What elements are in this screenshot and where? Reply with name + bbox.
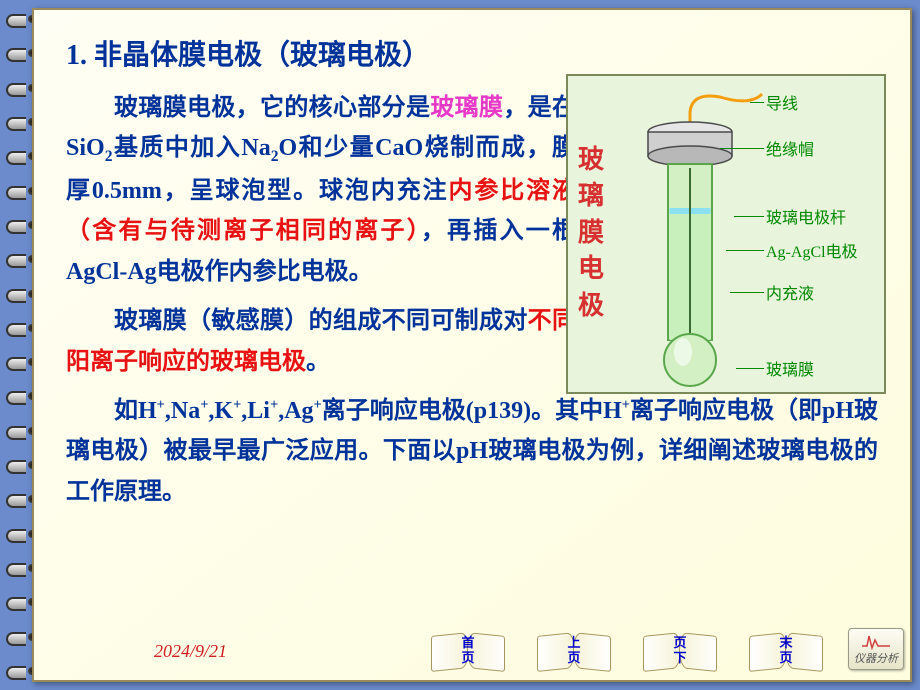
instrument-label: 仪器分析 — [854, 650, 898, 666]
paragraph-3: 如H+,Na+,K+,Li+,Ag+离子响应电极(p139)。其中H+离子响应电… — [66, 391, 878, 513]
footer-date: 2024/9/21 — [154, 641, 227, 662]
nav-last-label: 末 页 — [772, 636, 800, 666]
label-cap: 绝缘帽 — [766, 136, 814, 160]
instrument-icon — [861, 632, 891, 650]
instrument-analysis-button[interactable]: 仪器分析 — [848, 628, 904, 670]
paragraph-1: 玻璃膜电极，它的核心部分是玻璃膜，是在SiO2基质中加入Na2O和少量CaO烧制… — [66, 88, 576, 383]
p3-sup1: + — [157, 397, 165, 413]
paragraph-2: 玻璃膜（敏感膜）的组成不同可制成对不同阳离子响应的玻璃电极。 — [66, 301, 576, 383]
p3-s2: ,Na — [165, 398, 200, 424]
nav-bar: 首 页 上 页 页 下 末 页 仪器分析 — [424, 628, 904, 674]
p3-sup6: + — [622, 397, 630, 413]
figure-title: 玻 璃 膜 电 极 — [578, 142, 604, 324]
nav-last-button[interactable]: 末 页 — [742, 628, 830, 674]
p1-s1: 玻璃膜电极，它的核心部分是 — [114, 95, 430, 121]
nav-prev-button[interactable]: 上 页 — [530, 628, 618, 674]
slide-page: 1. 非晶体膜电极（玻璃电极） 玻璃膜电极，它的核心部分是玻璃膜，是在SiO2基… — [32, 8, 912, 682]
p3-s4: ,Li — [241, 398, 270, 424]
label-wire: 导线 — [766, 90, 798, 114]
nav-first-label: 首 页 — [454, 636, 482, 666]
p3-s6: 离子响应电极(p139)。其中H — [322, 398, 622, 424]
p1-s4: 基质中加入Na — [112, 135, 270, 161]
electrode-figure: 玻 璃 膜 电 极 导线 绝缘 — [566, 74, 886, 394]
spiral-binding — [6, 12, 30, 678]
p3-s1: 如H — [114, 398, 157, 424]
p3-s3: ,K — [208, 398, 233, 424]
p3-sup5: + — [314, 397, 322, 413]
nav-first-button[interactable]: 首 页 — [424, 628, 512, 674]
nav-next-button[interactable]: 页 下 — [636, 628, 724, 674]
p1-glass-membrane: 玻璃膜 — [430, 95, 503, 121]
p2-s1: 玻璃膜（敏感膜）的组成不同可制成对 — [114, 308, 528, 334]
label-stem: 玻璃电极杆 — [766, 204, 846, 228]
p1-sub2: 2 — [271, 148, 279, 165]
nav-next-label: 页 下 — [666, 636, 694, 666]
slide-title: 1. 非晶体膜电极（玻璃电极） — [66, 32, 878, 80]
label-fill: 内充液 — [766, 280, 814, 304]
p2-s3: 。 — [306, 349, 330, 375]
p3-s5: ,Ag — [278, 398, 313, 424]
p3-sup4: + — [270, 397, 278, 413]
label-agcl: Ag-AgCl电极 — [766, 238, 858, 262]
nav-prev-label: 上 页 — [560, 636, 588, 666]
label-membrane: 玻璃膜 — [766, 356, 814, 380]
electrode-diagram — [610, 82, 770, 390]
